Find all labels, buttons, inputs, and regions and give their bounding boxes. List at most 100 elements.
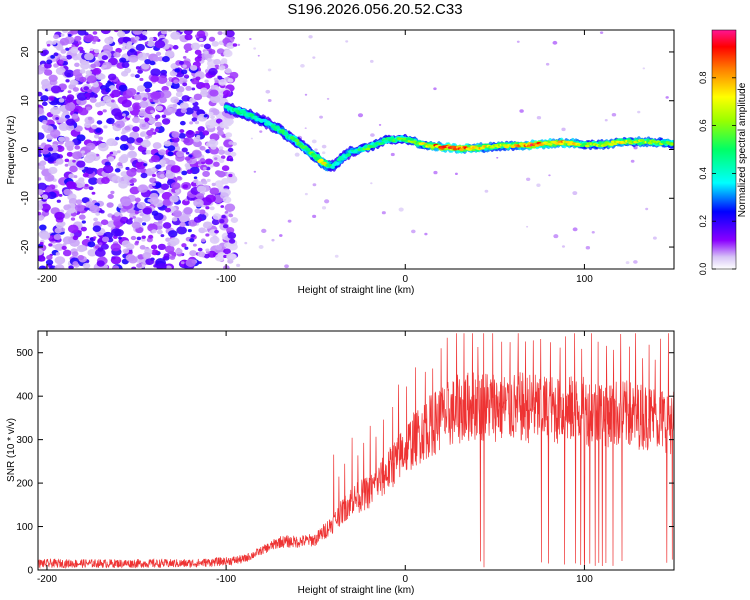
noise-blob — [105, 87, 111, 93]
ridge-cell — [334, 162, 340, 166]
noise-blob — [58, 193, 63, 197]
noise-blob — [211, 219, 220, 226]
noise-blob — [84, 92, 91, 98]
noise-blob — [150, 167, 157, 172]
ridge-cell — [584, 144, 590, 148]
noise-speck — [258, 245, 264, 249]
noise-speck — [591, 230, 595, 234]
noise-blob — [67, 224, 79, 234]
noise-blob — [195, 76, 201, 81]
noise-blob — [213, 161, 220, 167]
noise-speck — [552, 40, 558, 45]
noise-blob — [192, 105, 200, 112]
noise-blob — [226, 175, 238, 184]
noise-blob — [94, 248, 106, 258]
noise-blob — [211, 41, 219, 47]
noise-blob — [64, 158, 70, 163]
noise-blob — [196, 185, 207, 193]
noise-blob — [209, 89, 219, 97]
noise-blob — [69, 233, 75, 237]
x-tick-label: -100 — [216, 274, 236, 285]
noise-blob — [178, 214, 190, 223]
noise-blob — [221, 165, 230, 172]
noise-blob — [150, 75, 159, 83]
noise-blob — [171, 217, 178, 222]
noise-blob — [120, 135, 129, 142]
noise-speck — [484, 189, 489, 193]
noise-blob — [218, 158, 225, 163]
noise-blob — [163, 140, 172, 147]
noise-blob — [153, 264, 158, 268]
noise-speck — [454, 172, 458, 175]
y-tick-label: 10 — [20, 95, 31, 107]
noise-blob — [221, 58, 228, 64]
noise-blob — [148, 234, 154, 239]
noise-blob — [59, 37, 70, 46]
noise-blob — [210, 115, 215, 120]
noise-speck — [267, 68, 272, 72]
noise-blob — [206, 178, 211, 183]
noise-speck — [599, 31, 604, 34]
noise-blob — [68, 173, 75, 179]
noise-blob — [109, 93, 114, 97]
noise-blob — [228, 213, 234, 218]
noise-blob — [74, 125, 83, 132]
noise-blob — [138, 118, 145, 124]
noise-speck — [645, 207, 649, 211]
noise-blob — [202, 180, 208, 185]
noise-blob — [202, 221, 213, 229]
noise-blob — [54, 211, 65, 221]
noise-blob — [152, 142, 162, 150]
noise-blob — [198, 261, 202, 265]
noise-blob — [125, 219, 133, 225]
noise-blob — [227, 232, 237, 239]
noise-blob — [172, 103, 178, 108]
noise-blob — [74, 204, 85, 212]
noise-blob — [170, 182, 181, 190]
noise-blob — [162, 256, 167, 260]
noise-blob — [130, 235, 137, 241]
noise-blob — [209, 138, 217, 145]
noise-blob — [86, 88, 93, 94]
noise-blob — [121, 240, 131, 248]
x-tick-label: -100 — [216, 574, 236, 585]
noise-blob — [165, 81, 173, 87]
noise-blob — [144, 58, 151, 65]
noise-blob — [77, 230, 82, 234]
noise-blob — [156, 229, 163, 235]
noise-blob — [114, 212, 120, 217]
noise-blob — [142, 30, 148, 36]
noise-blob — [87, 116, 93, 121]
noise-blob — [44, 173, 55, 182]
noise-speck — [642, 67, 646, 70]
colorbar-gradient — [711, 29, 737, 270]
noise-blob — [187, 229, 192, 233]
noise-speck — [259, 130, 263, 133]
noise-blob — [179, 102, 189, 110]
colorbar-tick-label: 0.6 — [698, 119, 708, 132]
noise-blob — [228, 141, 234, 145]
noise-blob — [95, 212, 101, 216]
noise-blob — [225, 30, 235, 38]
noise-speck — [433, 170, 438, 175]
noise-blob — [185, 258, 196, 267]
noise-blob — [119, 165, 124, 169]
x-tick-label: 0 — [402, 274, 408, 285]
noise-blob — [164, 44, 170, 49]
noise-blob — [80, 61, 90, 70]
noise-blob — [151, 249, 159, 256]
noise-blob — [64, 114, 71, 119]
noise-blob — [181, 69, 188, 75]
noise-blob — [71, 151, 83, 160]
noise-blob — [157, 225, 163, 230]
snr-series-line — [38, 333, 674, 569]
noise-blob — [50, 106, 61, 116]
noise-blob — [48, 157, 54, 162]
noise-blob — [139, 100, 149, 108]
noise-blob — [53, 34, 60, 40]
noise-blob — [141, 123, 146, 128]
noise-blob — [110, 256, 122, 265]
noise-blob — [208, 111, 214, 117]
noise-blob — [178, 60, 184, 65]
noise-blob — [201, 197, 213, 206]
